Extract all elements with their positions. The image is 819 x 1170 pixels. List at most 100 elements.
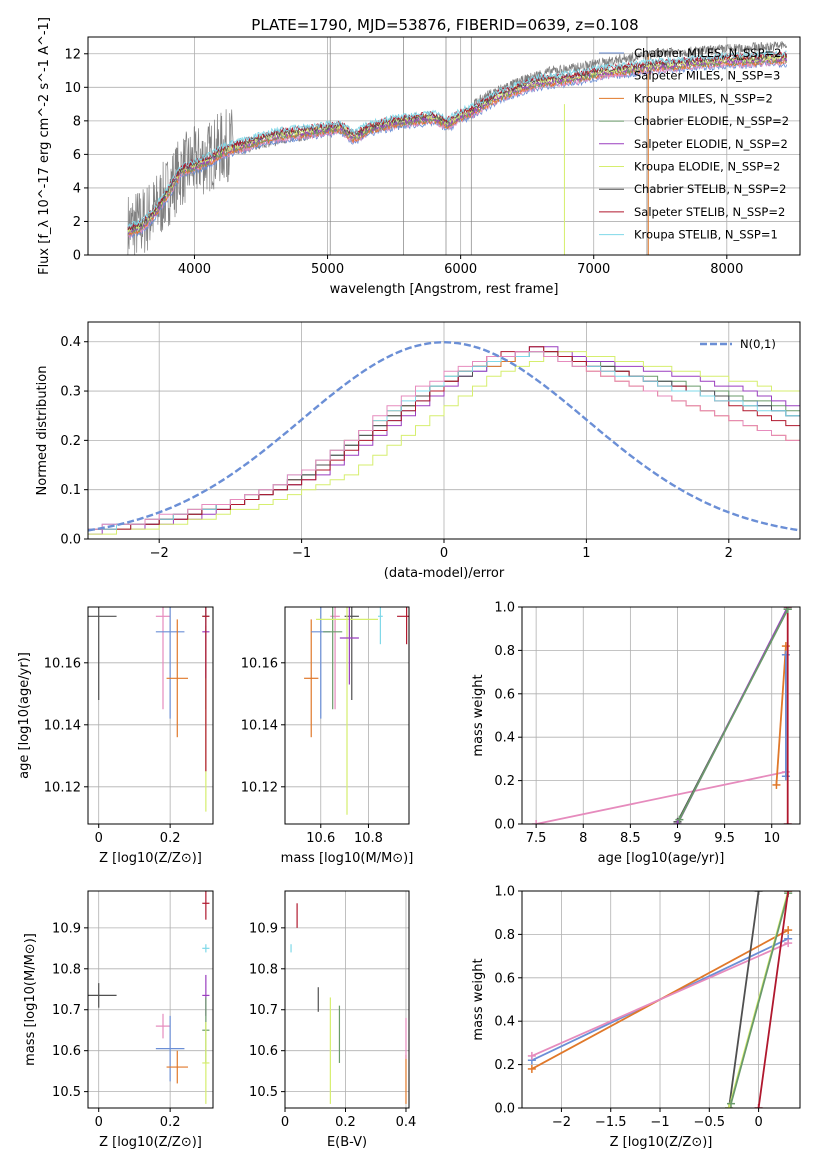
y-tick-label: 10.12 — [241, 780, 278, 795]
x-tick-label: 10 — [763, 831, 780, 846]
x-axis-label: mass [log10(M/M⊙)] — [281, 851, 414, 866]
y-tick-label: 0.4 — [494, 1015, 515, 1030]
x-axis-label: wavelength [Angstrom, rest frame] — [330, 282, 559, 297]
y-tick-label: 10 — [64, 81, 81, 96]
legend-entry: Chabrier MILES, N_SSP=2 — [634, 46, 781, 60]
histogram-series — [88, 351, 800, 535]
y-tick-label: 10.8 — [249, 962, 278, 977]
y-tick-label: 10.8 — [52, 962, 81, 977]
normal-curve — [88, 340, 800, 532]
chart-panel: 4000 5000 6000 7000 8000 0 2 4 6 8 10 12 wavelength … — [37, 17, 801, 297]
x-tick-label: 0 — [95, 831, 103, 846]
legend-entry: Salpeter MILES, N_SSP=3 — [634, 69, 780, 83]
plot-area — [532, 607, 792, 824]
x-tick-label: 6000 — [444, 262, 477, 277]
weight-series-line — [678, 608, 789, 821]
y-tick-label: 12 — [64, 47, 81, 62]
chart-panel: 0 0.2 0.4 10.5 10.6 10.7 10.8 10.9 E(B-V) — [249, 890, 417, 1150]
legend-entry: Salpeter ELODIE, N_SSP=2 — [634, 137, 788, 151]
plot-area — [88, 891, 210, 1104]
y-tick-label: 0.4 — [494, 731, 515, 746]
y-tick-label: 10.16 — [44, 656, 81, 671]
y-axis-label: mass weight — [471, 958, 486, 1040]
y-tick-label: 0.0 — [60, 533, 81, 548]
x-tick-label: 4000 — [178, 262, 211, 277]
weight-series-line — [757, 891, 790, 1108]
y-axis-label: age [log10(age/yr)] — [17, 652, 32, 779]
x-tick-label: −1 — [292, 546, 311, 561]
histogram-series — [88, 351, 800, 530]
y-tick-label: 10.6 — [249, 1044, 278, 1059]
y-tick-label: 1.0 — [494, 885, 515, 900]
axes-frame — [284, 890, 410, 1109]
x-tick-label: 0.4 — [396, 1115, 417, 1130]
legend-entry: Salpeter STELIB, N_SSP=2 — [634, 205, 785, 219]
y-tick-label: 10.6 — [52, 1044, 81, 1059]
x-tick-label: −1 — [650, 1115, 669, 1130]
x-axis-label: (data-model)/error — [384, 566, 505, 581]
axes-frame — [521, 606, 801, 825]
y-tick-label: 0 — [73, 249, 81, 264]
axes-frame — [284, 606, 410, 825]
axes-frame — [521, 890, 801, 1109]
y-tick-label: 0.6 — [494, 687, 515, 702]
y-tick-label: 0.2 — [494, 1058, 515, 1073]
y-axis-label: Normed distribution — [35, 366, 50, 496]
y-tick-label: 0.3 — [60, 385, 81, 400]
x-tick-label: 8000 — [710, 262, 743, 277]
x-tick-label: 7000 — [577, 262, 610, 277]
y-tick-label: 10.7 — [249, 1003, 278, 1018]
y-tick-label: 10.5 — [249, 1085, 278, 1100]
y-tick-label: 0.6 — [494, 971, 515, 986]
y-tick-label: 6 — [73, 148, 81, 163]
y-tick-label: 0.2 — [494, 774, 515, 789]
y-tick-label: 10.14 — [241, 718, 278, 733]
y-tick-label: 1.0 — [494, 601, 515, 616]
weight-series-line — [730, 892, 790, 1104]
chart-panel: 7.5 8 8.5 9 9.5 10 0.0 0.2 0.4 0.6 0.8 1.0 age [log1… — [471, 601, 801, 866]
plot-area — [527, 891, 793, 1108]
legend-entry: Kroupa STELIB, N_SSP=1 — [634, 228, 778, 242]
legend-entry: Chabrier ELODIE, N_SSP=2 — [634, 114, 789, 128]
histogram-series — [88, 346, 800, 530]
chart-panel: 10.6 10.8 10.12 10.14 10.16 mass [log10(M/M⊙)… — [241, 606, 414, 866]
y-tick-label: 10.9 — [249, 921, 278, 936]
x-tick-label: 8.5 — [620, 831, 641, 846]
y-axis-label: Flux [f_λ 10^-17 erg cm^-2 s^-1 A^-1] — [37, 17, 52, 275]
x-tick-label: −1.5 — [595, 1115, 627, 1130]
weight-series-line — [775, 646, 787, 785]
legend-entry: N(0,1) — [740, 337, 776, 351]
plot-area — [290, 903, 407, 1104]
x-tick-label: 0.2 — [160, 1115, 181, 1130]
x-axis-label: Z [log10(Z/Z⊙)] — [99, 851, 202, 866]
chart-panel: −2 −1.5 −1 −0.5 0 0.0 0.2 0.4 0.6 0.8 1.0 Z [log10(… — [471, 885, 801, 1150]
legend-entry: Kroupa ELODIE, N_SSP=2 — [634, 160, 780, 174]
chart-panel: −2 −1 0 1 2 0.0 0.1 0.2 0.3 0.4 (data-model)/error… — [35, 321, 801, 581]
x-tick-label: −0.5 — [694, 1115, 726, 1130]
weight-series-line — [535, 771, 787, 824]
y-tick-label: 0.0 — [494, 818, 515, 833]
y-tick-label: 10.7 — [52, 1003, 81, 1018]
y-tick-label: 0.8 — [494, 644, 515, 659]
y-tick-label: 10.12 — [44, 780, 81, 795]
y-tick-label: 0.8 — [494, 928, 515, 943]
y-tick-label: 2 — [73, 215, 81, 230]
y-tick-label: 8 — [73, 114, 81, 129]
y-tick-label: 0.0 — [494, 1102, 515, 1117]
legend: Chabrier MILES, N_SSP=2 Salpeter MILES, N… — [599, 46, 789, 242]
x-tick-label: 0 — [754, 1115, 762, 1130]
legend-entry: Kroupa MILES, N_SSP=2 — [634, 91, 773, 105]
y-tick-label: 4 — [73, 181, 81, 196]
legend-entry: Chabrier STELIB, N_SSP=2 — [634, 182, 786, 196]
x-tick-label: 0 — [440, 546, 448, 561]
axes-frame — [87, 606, 214, 825]
x-axis-label: E(B-V) — [327, 1135, 367, 1150]
y-axis-label: mass [log10(M/M⊙)] — [23, 933, 38, 1066]
weight-series-line — [728, 891, 760, 1108]
x-tick-label: 1 — [582, 546, 590, 561]
y-tick-label: 0.2 — [60, 434, 81, 449]
x-tick-label: 10.8 — [354, 831, 383, 846]
x-tick-label: 9.5 — [714, 831, 735, 846]
plot-area — [88, 340, 800, 535]
